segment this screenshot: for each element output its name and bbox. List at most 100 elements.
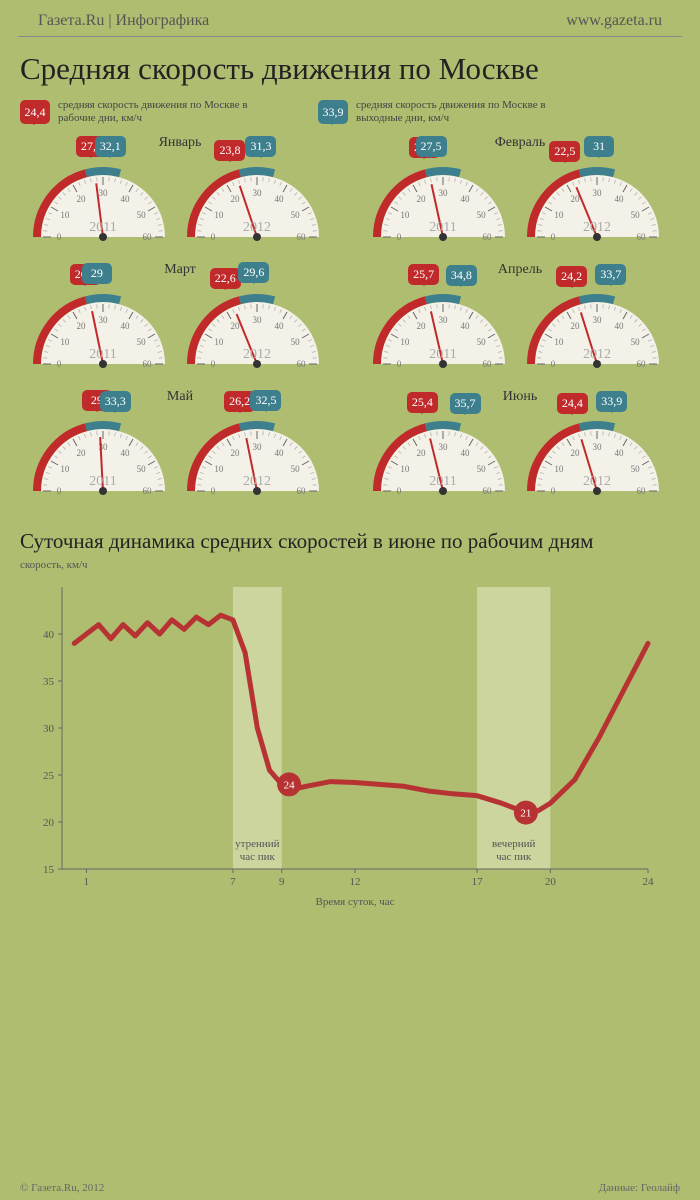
month-label: Январь — [28, 135, 332, 151]
svg-text:50: 50 — [631, 464, 641, 474]
gauge-pair: 0102030405060 25,9 27,5 2011 01020304050… — [368, 157, 672, 242]
svg-text:40: 40 — [43, 629, 55, 641]
svg-text:7: 7 — [230, 876, 236, 888]
svg-text:30: 30 — [593, 315, 603, 325]
svg-text:40: 40 — [461, 321, 471, 331]
gauge-year: 2012 — [182, 347, 332, 363]
svg-text:20: 20 — [77, 321, 87, 331]
svg-text:21: 21 — [520, 807, 531, 819]
gauge-blue-bubble: 34,8 — [446, 265, 477, 286]
svg-text:20: 20 — [571, 321, 581, 331]
gauge-pair: 0102030405060 29 33,3 2011 0102030405060… — [28, 411, 332, 496]
svg-text:15: 15 — [43, 864, 55, 876]
svg-text:50: 50 — [291, 210, 301, 220]
svg-text:50: 50 — [631, 210, 641, 220]
gauge-year: 2011 — [28, 220, 178, 236]
gauge-red-bubble: 22,6 — [210, 268, 241, 289]
svg-text:30: 30 — [439, 188, 449, 198]
svg-text:10: 10 — [554, 337, 564, 347]
footer: © Газета.Ru, 2012 Данные: Геолайф — [20, 1182, 680, 1194]
svg-text:вечерний: вечерний — [492, 838, 535, 850]
month-block: Март 0102030405060 26,1 29 2011 01020304… — [28, 262, 332, 369]
month-row: Май 0102030405060 29 33,3 2011 010203040… — [10, 389, 690, 496]
svg-text:20: 20 — [571, 194, 581, 204]
svg-text:50: 50 — [137, 464, 147, 474]
gauge-year: 2011 — [368, 347, 518, 363]
gauge-year: 2012 — [182, 220, 332, 236]
gauge-2011: 0102030405060 25,9 27,5 2011 — [368, 157, 518, 242]
legend-blue-bubble: 33,9 — [318, 100, 348, 124]
svg-text:40: 40 — [275, 448, 285, 458]
svg-text:40: 40 — [615, 321, 625, 331]
svg-text:40: 40 — [275, 321, 285, 331]
header: Газета.Ru | Инфографика www.gazeta.ru — [18, 0, 682, 37]
gauge-2011: 0102030405060 26,1 29 2011 — [28, 284, 178, 369]
svg-text:20: 20 — [417, 448, 427, 458]
svg-text:50: 50 — [137, 337, 147, 347]
svg-text:утренний: утренний — [235, 838, 279, 850]
gauge-blue-bubble: 33,3 — [100, 391, 131, 412]
svg-text:40: 40 — [615, 448, 625, 458]
gauge-2012: 0102030405060 23,8 31,3 2012 — [182, 157, 332, 242]
gauge-red-bubble: 24,2 — [556, 266, 587, 287]
gauge-2012: 0102030405060 22,5 31 2012 — [522, 157, 672, 242]
legend-red-text: средняя скорость движения по Москве в ра… — [58, 99, 258, 125]
gauge-year: 2012 — [522, 347, 672, 363]
svg-text:20: 20 — [545, 876, 557, 888]
legend-blue-text: средняя скорость движения по Москве в вы… — [356, 99, 556, 125]
gauge-year: 2012 — [522, 220, 672, 236]
svg-text:30: 30 — [253, 315, 263, 325]
svg-text:25: 25 — [43, 770, 55, 782]
svg-text:30: 30 — [439, 315, 449, 325]
page-title: Средняя скорость движения по Москве — [0, 37, 700, 99]
gauge-2012: 0102030405060 24,4 33,9 2012 — [522, 411, 672, 496]
chart-y-label: скорость, км/ч — [20, 559, 680, 571]
svg-text:17: 17 — [472, 876, 484, 888]
svg-text:10: 10 — [400, 210, 410, 220]
svg-text:20: 20 — [77, 448, 87, 458]
svg-text:10: 10 — [554, 464, 564, 474]
month-block: Январь 0102030405060 27,6 32,1 2011 0102… — [28, 135, 332, 242]
svg-text:40: 40 — [121, 194, 131, 204]
svg-text:20: 20 — [417, 321, 427, 331]
month-block: Июнь 0102030405060 25,4 35,7 2011 010203… — [368, 389, 672, 496]
gauge-blue-bubble: 33,9 — [596, 391, 627, 412]
svg-text:30: 30 — [43, 723, 55, 735]
svg-text:50: 50 — [291, 337, 301, 347]
gauge-year: 2011 — [28, 474, 178, 490]
svg-text:10: 10 — [214, 337, 224, 347]
header-left: Газета.Ru | Инфографика — [38, 12, 209, 30]
gauges-grid: Январь 0102030405060 27,6 32,1 2011 0102… — [0, 135, 700, 496]
svg-text:40: 40 — [121, 448, 131, 458]
svg-text:40: 40 — [121, 321, 131, 331]
gauge-2011: 0102030405060 29 33,3 2011 — [28, 411, 178, 496]
header-right: www.gazeta.ru — [566, 12, 662, 30]
legend-red: 24,4 средняя скорость движения по Москве… — [20, 99, 258, 125]
svg-text:10: 10 — [554, 210, 564, 220]
svg-text:24: 24 — [643, 876, 655, 888]
gauge-2012: 0102030405060 22,6 29,6 2012 — [182, 284, 332, 369]
daily-chart-section: Суточная динамика средних скоростей в ию… — [0, 516, 700, 928]
gauge-red-bubble: 24,4 — [557, 393, 588, 414]
gauge-2012: 0102030405060 24,2 33,7 2012 — [522, 284, 672, 369]
gauge-pair: 0102030405060 25,7 34,8 2011 01020304050… — [368, 284, 672, 369]
gauge-2011: 0102030405060 25,7 34,8 2011 — [368, 284, 518, 369]
daily-chart: 15202530354017912172024утреннийчас пикве… — [20, 579, 660, 929]
svg-text:30: 30 — [593, 188, 603, 198]
gauge-blue-bubble: 29,6 — [238, 262, 269, 283]
svg-text:30: 30 — [253, 442, 263, 452]
svg-text:50: 50 — [137, 210, 147, 220]
gauge-blue-bubble: 32,1 — [95, 136, 126, 157]
svg-text:20: 20 — [231, 321, 241, 331]
svg-text:50: 50 — [477, 210, 487, 220]
gauge-blue-bubble: 27,5 — [416, 136, 447, 157]
month-row: Март 0102030405060 26,1 29 2011 01020304… — [10, 262, 690, 369]
svg-text:20: 20 — [43, 817, 55, 829]
footer-right: Данные: Геолайф — [599, 1182, 680, 1194]
footer-left: © Газета.Ru, 2012 — [20, 1182, 104, 1194]
svg-text:1: 1 — [84, 876, 90, 888]
svg-text:20: 20 — [571, 448, 581, 458]
gauge-blue-bubble: 32,5 — [250, 390, 281, 411]
svg-text:35: 35 — [43, 676, 55, 688]
month-label: Май — [28, 389, 332, 405]
